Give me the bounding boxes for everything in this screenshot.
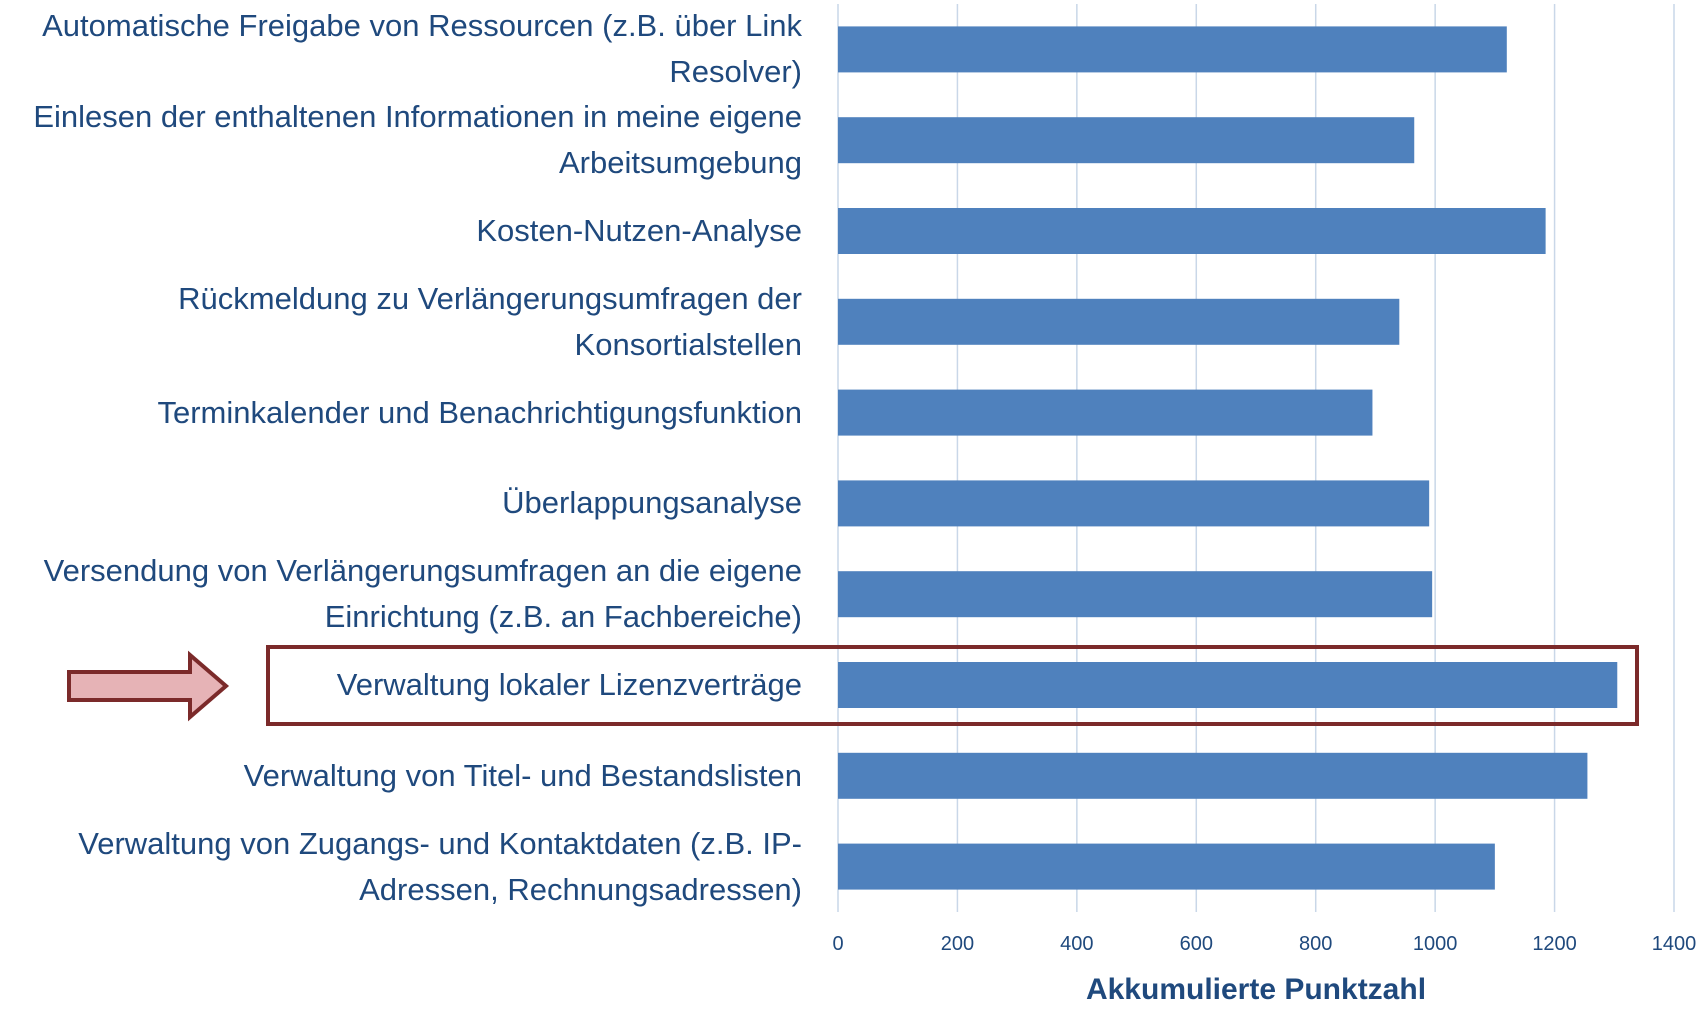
- highlight-arrow: [67, 650, 230, 722]
- category-label: Rückmeldung zu Verlängerungsumfragen der…: [178, 280, 802, 362]
- bar: [838, 752, 1588, 799]
- x-tick-label: 1200: [1532, 933, 1577, 955]
- x-tick-label: 400: [1060, 933, 1093, 955]
- bar: [838, 389, 1373, 436]
- x-axis-title: Akkumulierte Punktzahl: [1086, 973, 1426, 1006]
- category-label: Versendung von Verlängerungsumfragen an …: [43, 553, 802, 635]
- bar: [838, 571, 1433, 618]
- bar: [838, 662, 1618, 708]
- x-tick-label: 200: [941, 933, 974, 955]
- category-label: Kosten-Nutzen-Analyse: [476, 213, 802, 248]
- category-label: Automatische Freigabe von Ressourcen (z.…: [42, 8, 802, 90]
- bar: [838, 843, 1495, 890]
- category-label: Terminkalender und Benachrichtigungsfunk…: [157, 394, 802, 430]
- highlight-box: [266, 645, 1639, 726]
- category-label: Verwaltung von Titel- und Bestandslisten: [243, 757, 802, 793]
- category-label: Verwaltung von Zugangs- und Kontaktdaten…: [78, 825, 802, 907]
- bar: [838, 26, 1507, 73]
- x-tick-label: 1000: [1413, 933, 1458, 955]
- category-label: Überlappungsanalyse: [502, 485, 802, 521]
- x-tick-label: 0: [832, 933, 843, 955]
- bar: [838, 298, 1400, 345]
- x-tick-label: 1400: [1652, 933, 1697, 955]
- bar: [838, 117, 1415, 164]
- category-label: Einlesen der enthaltenen Informationen i…: [33, 99, 802, 181]
- x-tick-label: 600: [1180, 933, 1213, 955]
- bar: [838, 208, 1546, 254]
- x-tick-label: 800: [1299, 933, 1332, 955]
- category-label: Verwaltung lokaler Lizenzverträge: [336, 667, 802, 702]
- bars: [838, 26, 1618, 890]
- bar: [838, 480, 1430, 527]
